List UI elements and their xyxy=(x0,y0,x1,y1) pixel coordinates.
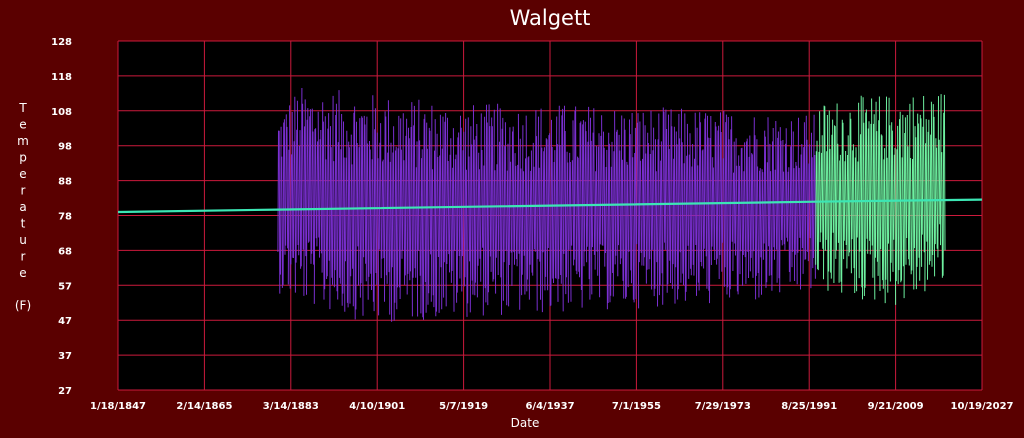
y-axis-label-char: e xyxy=(19,266,26,280)
x-tick-label: 2/14/1865 xyxy=(176,401,232,412)
data-series xyxy=(117,87,983,322)
x-tick-label: 5/7/1919 xyxy=(439,401,488,412)
x-tick-label: 7/29/1973 xyxy=(695,401,751,412)
y-axis-unit: (F) xyxy=(15,299,31,313)
y-tick-label: 128 xyxy=(51,37,72,48)
x-tick-label: 8/25/1991 xyxy=(781,401,837,412)
x-tick-label: 7/1/1955 xyxy=(612,401,661,412)
tick-labels: 27 37 47 57 68 78 88 98 108 118 128 1/18/1847 2/14/1… xyxy=(51,37,1013,412)
y-tick-label: 118 xyxy=(51,72,72,83)
y-axis-label-char: r xyxy=(21,250,26,264)
y-tick-label: 37 xyxy=(58,351,72,362)
y-tick-label: 88 xyxy=(58,177,72,188)
y-axis-label-char: u xyxy=(19,233,27,247)
x-tick-label: 1/18/1847 xyxy=(90,401,146,412)
y-axis-label-char: e xyxy=(19,118,26,132)
x-tick-label: 10/19/2027 xyxy=(951,401,1014,412)
y-axis-label-char: a xyxy=(19,200,26,214)
y-tick-label: 47 xyxy=(58,316,72,327)
x-tick-label: 9/21/2009 xyxy=(868,401,924,412)
y-tick-label: 27 xyxy=(58,386,72,397)
y-tick-label: 78 xyxy=(58,212,72,223)
y-axis-label-char: p xyxy=(19,151,27,165)
x-tick-label: 4/10/1901 xyxy=(349,401,405,412)
x-axis-label: Date xyxy=(511,416,540,430)
series-0-line xyxy=(277,87,816,322)
y-tick-label: 68 xyxy=(58,246,72,257)
y-tick-label: 57 xyxy=(58,281,72,292)
y-tick-label: 98 xyxy=(58,142,72,153)
x-tick-label: 3/14/1883 xyxy=(263,401,319,412)
trend-line xyxy=(117,198,983,214)
y-axis-label-char: T xyxy=(18,101,27,115)
y-tick-label: 108 xyxy=(51,107,72,118)
x-tick-label: 6/4/1937 xyxy=(525,401,574,412)
y-axis-label-char: e xyxy=(19,167,26,181)
y-axis-label-char: r xyxy=(21,184,26,198)
y-axis-label-char: m xyxy=(17,134,29,148)
y-axis-label-char: t xyxy=(21,217,26,231)
chart-title: Walgett xyxy=(510,6,591,30)
